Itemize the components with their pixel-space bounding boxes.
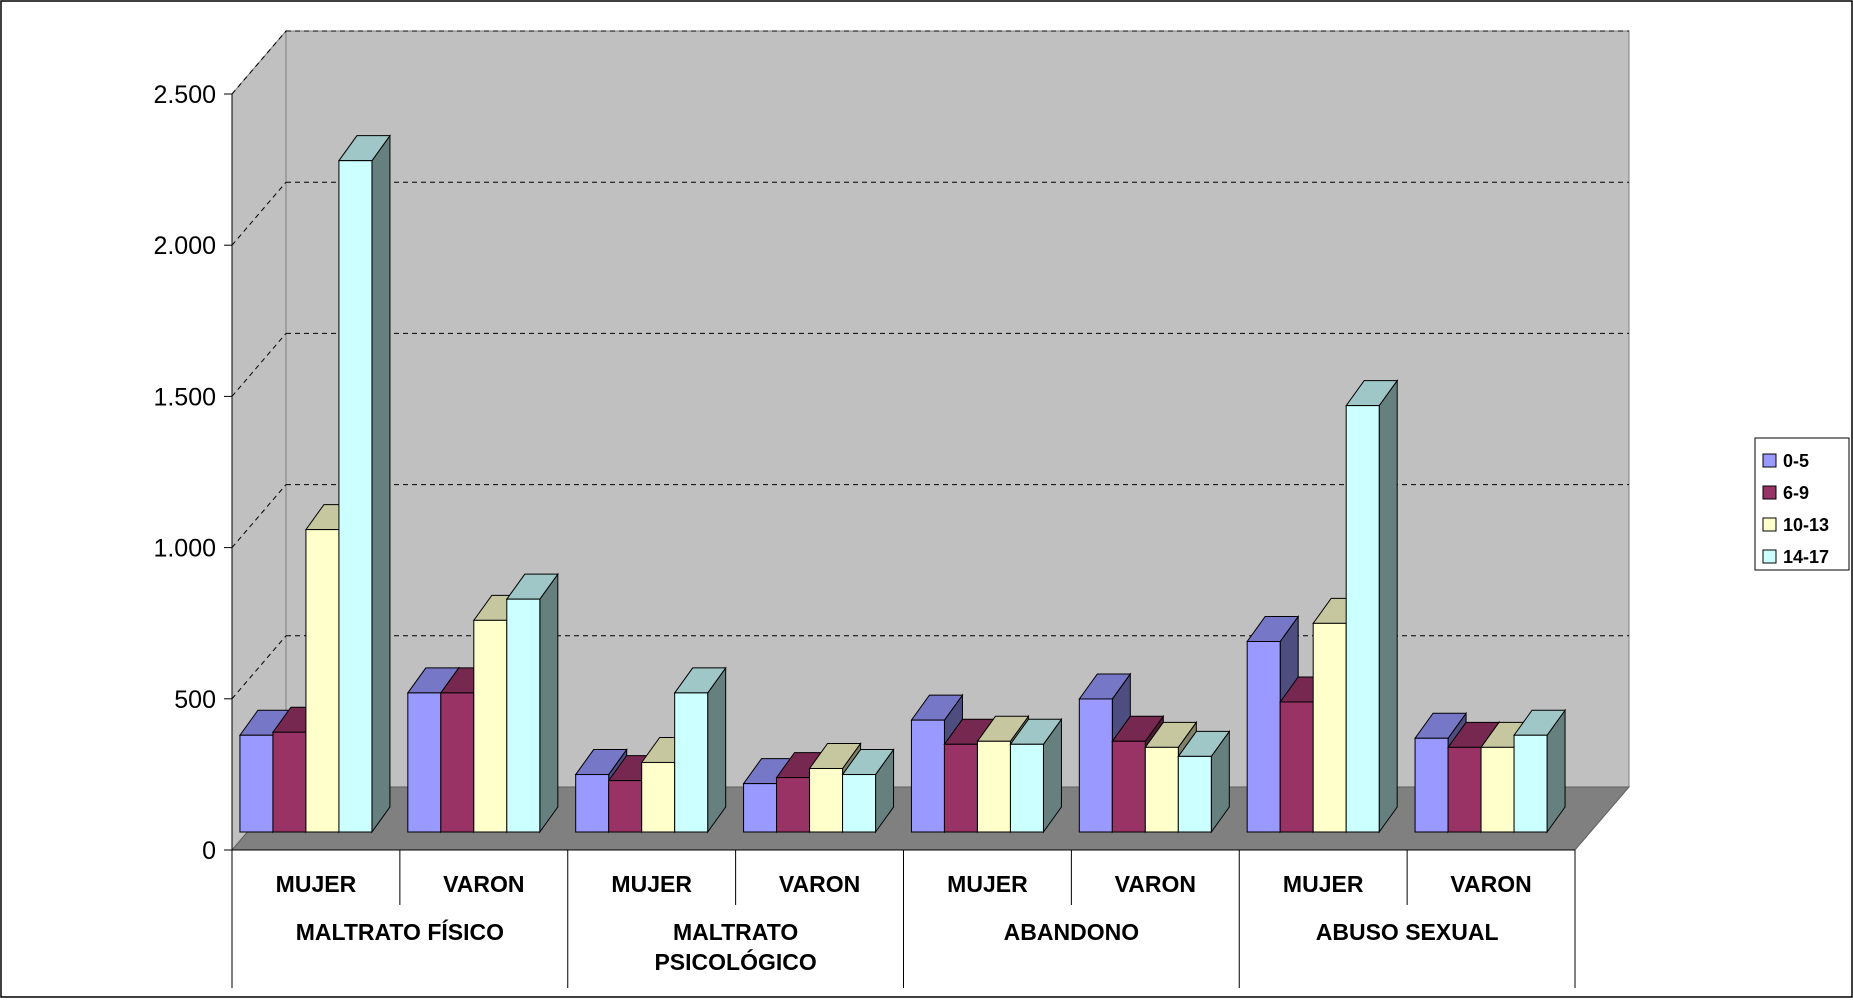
y-tick-label: 1.500 bbox=[153, 383, 216, 411]
legend-label: 6-9 bbox=[1783, 483, 1809, 503]
group-label: ABANDONO bbox=[1004, 919, 1139, 945]
bar-6-9-1 bbox=[440, 692, 475, 833]
x-tick-label: VARON bbox=[443, 871, 524, 897]
bar-0-5-6 bbox=[1246, 640, 1281, 833]
x-tick-label: VARON bbox=[779, 871, 860, 897]
bar-6-9-2 bbox=[608, 780, 643, 833]
group-label: MALTRATO bbox=[673, 919, 798, 945]
x-tick-label: MUJER bbox=[947, 871, 1028, 897]
bar-14-17-2 bbox=[674, 692, 709, 833]
legend-swatch bbox=[1762, 517, 1777, 532]
bar-10-13-2 bbox=[641, 761, 676, 833]
legend-swatch bbox=[1762, 453, 1777, 468]
bar-0-5-2 bbox=[575, 774, 610, 833]
y-tick-label: 2.000 bbox=[153, 232, 216, 260]
bar-14-17-3 bbox=[842, 774, 877, 833]
bar-side bbox=[539, 572, 559, 834]
legend-label: 14-17 bbox=[1783, 547, 1829, 567]
bar-14-17-7 bbox=[1513, 734, 1548, 833]
bar-10-13-6 bbox=[1312, 622, 1347, 833]
bar-side bbox=[371, 134, 391, 834]
bar-0-5-4 bbox=[910, 719, 945, 833]
bar-14-17-5 bbox=[1177, 755, 1212, 833]
bar-6-9-7 bbox=[1447, 746, 1482, 833]
legend-label: 0-5 bbox=[1783, 451, 1809, 471]
bar-6-9-4 bbox=[943, 743, 978, 833]
bar-14-17-4 bbox=[1009, 743, 1044, 833]
y-tick-label: 0 bbox=[202, 837, 216, 865]
bar-14-17-0 bbox=[338, 160, 373, 833]
bar-0-5-1 bbox=[407, 692, 442, 833]
group-label: PSICOLÓGICO bbox=[654, 948, 816, 975]
bar-side bbox=[707, 666, 727, 834]
gridline-side bbox=[231, 635, 287, 700]
bar-6-9-0 bbox=[272, 731, 307, 833]
bar-side bbox=[1378, 379, 1398, 834]
gridline-side bbox=[231, 30, 287, 95]
bar-10-13-7 bbox=[1480, 746, 1515, 833]
x-tick-label: MUJER bbox=[1283, 871, 1364, 897]
bar-10-13-0 bbox=[305, 529, 340, 833]
x-tick-label: MUJER bbox=[611, 871, 692, 897]
x-tick-label: VARON bbox=[1115, 871, 1196, 897]
legend-label: 10-13 bbox=[1783, 515, 1829, 535]
legend-swatch bbox=[1762, 549, 1777, 564]
bar-6-9-3 bbox=[776, 777, 811, 833]
bar-14-17-1 bbox=[506, 598, 541, 833]
x-tick-label: VARON bbox=[1450, 871, 1531, 897]
bar-10-13-3 bbox=[809, 767, 844, 833]
y-tick-label: 2.500 bbox=[153, 81, 216, 109]
group-label: MALTRATO FÍSICO bbox=[296, 918, 504, 945]
bar-10-13-1 bbox=[473, 619, 508, 833]
gridline-side bbox=[231, 484, 287, 548]
bar-0-5-0 bbox=[239, 734, 274, 833]
bar-0-5-3 bbox=[743, 783, 778, 833]
x-tick-label: MUJER bbox=[276, 871, 357, 897]
legend-swatch bbox=[1762, 485, 1777, 500]
bar-0-5-7 bbox=[1414, 737, 1449, 833]
bar-10-13-4 bbox=[976, 740, 1011, 833]
bar-6-9-6 bbox=[1279, 701, 1314, 833]
bar-6-9-5 bbox=[1111, 740, 1146, 833]
y-tick-label: 1.000 bbox=[153, 535, 216, 563]
y-tick-label: 500 bbox=[174, 686, 216, 714]
group-label: ABUSO SEXUAL bbox=[1316, 919, 1499, 945]
gridline-side bbox=[231, 333, 287, 397]
bar-10-13-5 bbox=[1144, 746, 1179, 833]
bar-0-5-5 bbox=[1078, 698, 1113, 833]
gridline-side bbox=[231, 181, 287, 246]
bar-14-17-6 bbox=[1345, 405, 1380, 833]
